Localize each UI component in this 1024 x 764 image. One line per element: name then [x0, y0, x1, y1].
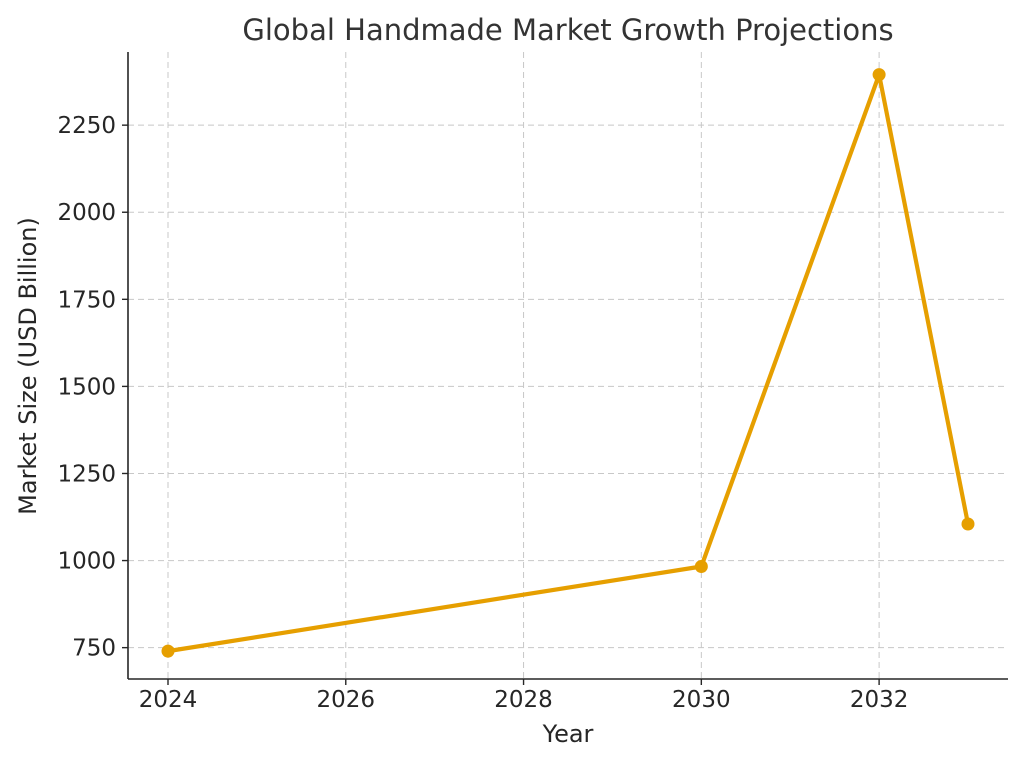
x-axis-label: Year	[542, 720, 594, 748]
y-tick-label: 1750	[57, 287, 116, 313]
x-tick-label: 2030	[672, 687, 731, 713]
x-tick-label: 2026	[317, 687, 376, 713]
y-tick-label: 2000	[57, 200, 116, 226]
x-tick-label: 2032	[850, 687, 909, 713]
data-point	[161, 644, 175, 658]
axes	[127, 52, 1008, 680]
x-axis-ticks: 2024 2026 2028 2030 2032	[139, 679, 909, 713]
y-tick-label: 1500	[57, 374, 116, 400]
data-series	[161, 68, 975, 658]
y-tick-label: 1000	[57, 549, 116, 575]
y-tick-label: 2250	[57, 113, 116, 139]
y-axis-label: Market Size (USD Billion)	[14, 217, 42, 515]
data-point	[694, 559, 708, 573]
chart-title: Global Handmade Market Growth Projection…	[242, 13, 893, 47]
grid	[128, 52, 1008, 679]
y-axis-ticks: 750 1000 1250 1500 1750 2000 2250	[57, 113, 128, 662]
data-point	[872, 68, 886, 82]
y-tick-label: 1250	[57, 461, 116, 487]
data-point	[961, 517, 975, 531]
y-tick-label: 750	[72, 636, 116, 662]
x-tick-label: 2024	[139, 687, 198, 713]
series-line	[165, 72, 971, 654]
x-tick-label: 2028	[494, 687, 553, 713]
